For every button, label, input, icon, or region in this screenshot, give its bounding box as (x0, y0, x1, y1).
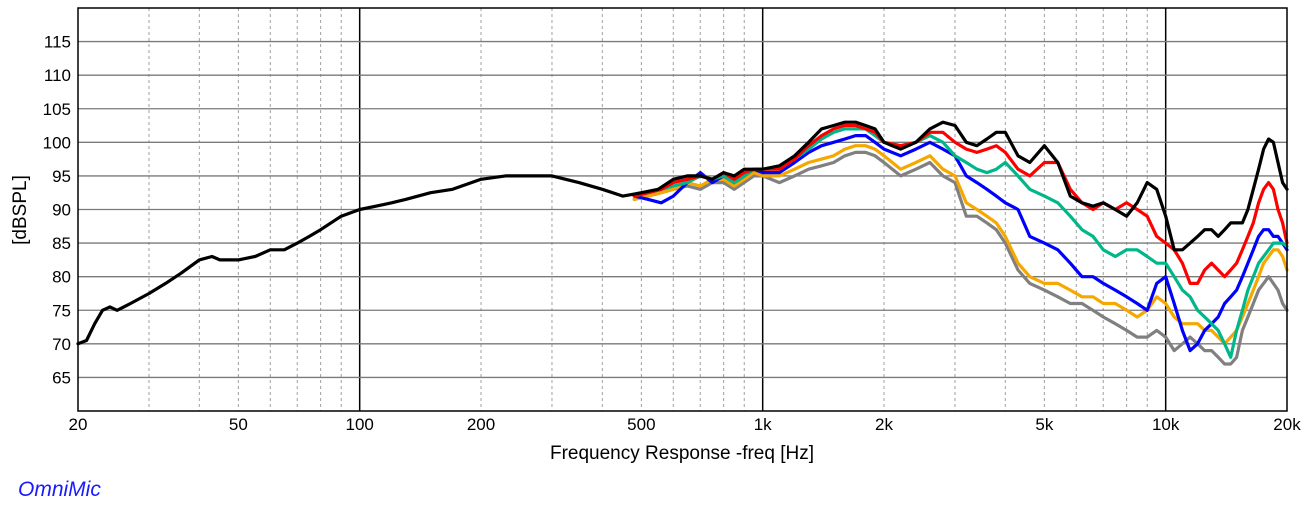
x-tick-labels: 20 50 100 200 500 1k 2k 5k 10k 20k (69, 415, 1302, 434)
y-tick-label: 70 (52, 335, 71, 354)
x-tick-label: 2k (875, 415, 893, 434)
x-tick-label: 100 (345, 415, 373, 434)
series-lines (76, 120, 1289, 366)
series-line-3 (632, 134, 1289, 353)
y-axis-label: [dBSPL] (10, 175, 31, 245)
y-tick-label: 85 (52, 234, 71, 253)
y-tick-label: 75 (52, 301, 71, 320)
y-tick-label: 65 (52, 368, 71, 387)
x-tick-label: 1k (754, 415, 772, 434)
y-tick-label: 115 (44, 33, 71, 52)
y-tick-label: 80 (52, 268, 71, 287)
y-tick-label: 110 (44, 66, 71, 85)
y-tick-label: 100 (43, 133, 71, 152)
x-tick-label: 10k (1152, 415, 1180, 434)
series-line-2 (632, 144, 1289, 346)
y-tick-label: 95 (52, 167, 71, 186)
frequency-response-chart: 65 70 75 80 85 90 95 100 105 110 115 20 50 100 200 500… (10, 7, 1302, 464)
y-tick-label: 90 (52, 201, 71, 220)
x-tick-label: 50 (229, 415, 248, 434)
y-tick-labels: 65 70 75 80 85 90 95 100 105 110 115 (43, 33, 71, 388)
plot-border (77, 7, 1288, 412)
x-tick-label: 5k (1035, 415, 1053, 434)
x-tick-label: 20k (1273, 415, 1301, 434)
y-tick-label: 105 (43, 100, 71, 119)
x-tick-label: 500 (627, 415, 655, 434)
omnimic-brand-label: OmniMic (18, 478, 101, 501)
x-axis-label: Frequency Response -freq [Hz] (550, 443, 814, 464)
x-tick-label: 20 (69, 415, 88, 434)
x-tick-label: 200 (467, 415, 495, 434)
series-line-6 (76, 120, 1289, 346)
